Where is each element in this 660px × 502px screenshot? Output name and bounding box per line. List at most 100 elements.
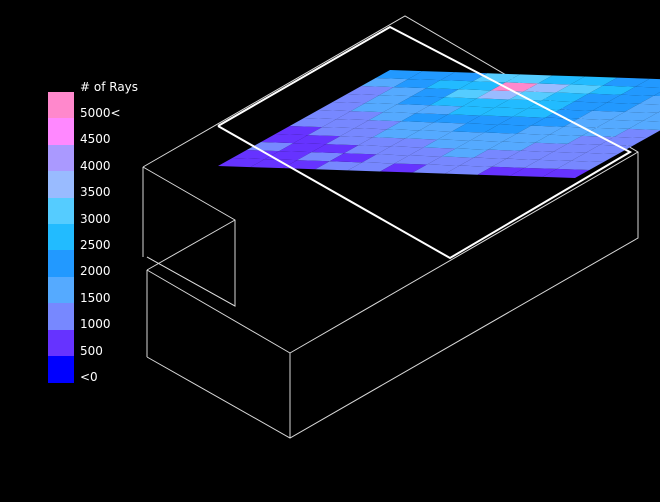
heatmap-cell xyxy=(261,134,308,144)
legend-swatch xyxy=(48,171,74,199)
legend-swatch xyxy=(48,329,74,357)
heatmap-cell xyxy=(491,82,538,92)
heatmap-cell xyxy=(553,143,600,153)
heatmap-cell xyxy=(419,122,467,132)
heatmap-cell xyxy=(476,90,524,100)
heatmap-cell xyxy=(574,93,621,103)
heatmap-cell xyxy=(458,81,506,91)
heatmap-cell xyxy=(577,110,625,120)
legend-label: 5000< xyxy=(80,106,121,120)
heatmap-cell xyxy=(361,78,409,88)
heatmap-cell xyxy=(470,132,517,142)
heatmap-cell xyxy=(473,149,521,159)
heatmap-cell xyxy=(275,126,323,136)
heatmap-cell xyxy=(297,152,345,162)
heatmap-cell xyxy=(390,138,438,148)
heatmap-cell xyxy=(362,154,409,164)
legend-swatch xyxy=(48,303,74,331)
legend-swatch xyxy=(48,276,74,304)
heatmap-cell xyxy=(332,94,380,104)
heatmap-cell xyxy=(624,103,660,113)
ray-heatmap-grid xyxy=(218,70,660,178)
heatmap-cell xyxy=(322,119,369,129)
heatmap-cell xyxy=(488,141,535,151)
heatmap-cell xyxy=(293,135,341,145)
heatmap-cell xyxy=(606,94,654,104)
heatmap-cell xyxy=(581,127,629,137)
heatmap-cell xyxy=(264,151,312,161)
legend-swatch xyxy=(48,197,74,225)
heatmap-cell xyxy=(592,102,640,112)
heatmap-cell xyxy=(614,128,660,138)
heatmap-cell xyxy=(232,150,280,160)
heatmap-cell xyxy=(304,110,351,120)
heatmap-cell xyxy=(516,125,564,135)
heatmap-cell xyxy=(401,113,449,123)
heatmap-cell xyxy=(602,77,650,87)
heatmap-cell xyxy=(642,112,660,122)
heatmap-cell xyxy=(545,109,593,119)
heatmap-cell xyxy=(218,158,265,168)
heatmap-cell xyxy=(347,86,394,96)
heatmap-cell xyxy=(556,84,603,94)
heatmap-cell xyxy=(599,136,647,146)
legend-label: 2000 xyxy=(80,264,111,279)
heatmap-cell xyxy=(445,165,492,175)
heatmap-cell xyxy=(387,121,434,131)
legend-swatch xyxy=(48,92,74,119)
heatmap-cell xyxy=(524,159,572,169)
heatmap-cell xyxy=(318,102,366,112)
heatmap-cell xyxy=(509,91,557,101)
legend-label: 1000 xyxy=(80,317,111,332)
heatmap-cell xyxy=(350,103,398,113)
heatmap-cell xyxy=(289,118,337,128)
heatmap-cell xyxy=(340,128,388,138)
heatmap-cell xyxy=(358,137,406,147)
legend-swatch xyxy=(48,250,74,278)
heatmap-cell xyxy=(459,157,507,167)
heatmap-cell xyxy=(311,144,359,154)
legend-swatch xyxy=(48,356,74,383)
heatmap-cell xyxy=(527,100,575,110)
heatmap-cell xyxy=(506,150,554,160)
heatmap-cell xyxy=(491,158,539,168)
heatmap-cell xyxy=(639,95,660,105)
legend-label: 4000 xyxy=(80,158,111,173)
heatmap-cell xyxy=(375,70,423,80)
legend-label: <0 xyxy=(80,370,98,384)
legend-label: 500 xyxy=(80,343,103,358)
heatmap-cell xyxy=(510,167,557,177)
legend-swatch xyxy=(48,118,74,146)
heatmap-cell xyxy=(513,108,560,118)
legend-label: 3000 xyxy=(80,211,111,226)
heatmap-cell xyxy=(411,88,459,98)
heatmap-cell xyxy=(282,160,330,170)
heatmap-cell xyxy=(394,155,442,165)
heatmap-cell xyxy=(542,168,590,178)
legend-swatch xyxy=(48,224,74,251)
heatmap-cell xyxy=(365,95,412,105)
heatmap-cell xyxy=(329,153,377,163)
heatmap-cell xyxy=(538,151,586,161)
heatmap-cell xyxy=(520,142,568,152)
heatmap-cell xyxy=(250,159,298,169)
legend-label: 1500 xyxy=(80,290,111,305)
heatmap-cell xyxy=(451,123,499,133)
heatmap-cell xyxy=(462,98,510,108)
heatmap-cell xyxy=(444,89,492,99)
heatmap-cell xyxy=(315,161,363,171)
selection-frame xyxy=(217,25,633,260)
heatmap-cell xyxy=(437,131,485,141)
heatmap-cell xyxy=(336,111,384,121)
heatmap-cell xyxy=(415,105,463,115)
heatmap-cell xyxy=(596,119,643,129)
heatmap-cell xyxy=(563,118,611,128)
heatmap-cell xyxy=(380,163,428,173)
heatmap-cell xyxy=(440,72,488,82)
heatmap-cell xyxy=(570,76,618,86)
heatmap-cell xyxy=(376,146,424,156)
heatmap-cell xyxy=(505,74,553,84)
heatmap-cell xyxy=(534,134,582,144)
ray-count-legend: # of Rays 5000< 4500 4000 3500 3000 2500 2000 1… xyxy=(48,80,178,390)
